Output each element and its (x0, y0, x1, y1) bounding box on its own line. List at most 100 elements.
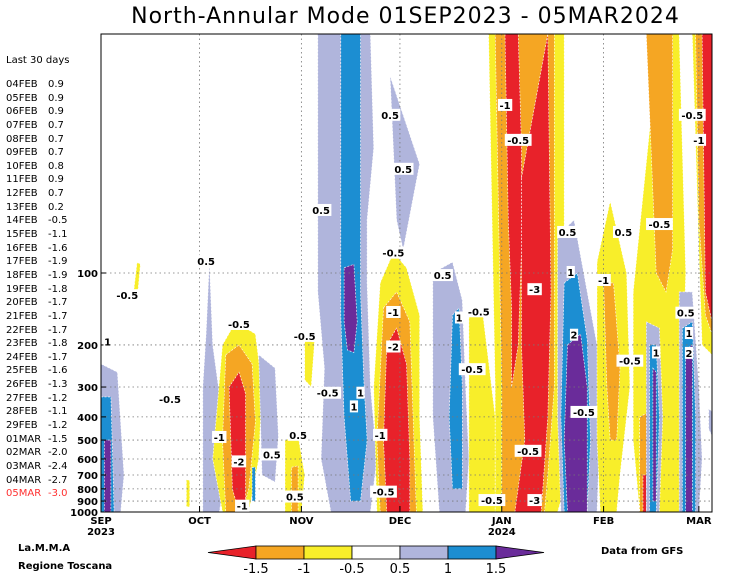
contour-label: -3 (529, 285, 540, 296)
heatmap-region (251, 467, 256, 502)
contour-label: 1 (567, 268, 574, 279)
contour-label: -0.5 (619, 357, 641, 368)
contour-label: 2 (686, 349, 693, 360)
contour-label: -1 (237, 502, 248, 513)
row-date: 10FEB (6, 160, 38, 172)
row-date: 15FEB (6, 229, 38, 241)
row-date: 24FEB (6, 351, 38, 363)
heatmap-region (514, 34, 552, 512)
contour-label-bg (386, 340, 401, 353)
x-tick-label: DEC (389, 516, 411, 527)
contour-label-bg (356, 386, 365, 399)
last-30-days-row: 05FEB 0.9 (6, 92, 70, 106)
row-value: 0.7 (48, 133, 64, 145)
row-date: 25FEB (6, 365, 38, 377)
y-tick-label: 400 (77, 413, 98, 424)
last-30-days-row: 09FEB 0.7 (6, 146, 70, 160)
row-value: 0.7 (48, 119, 64, 131)
colorbar-segment (399, 545, 449, 560)
last-30-days-row: 26FEB -1.3 (6, 378, 70, 392)
contour-label-bg (616, 354, 644, 367)
contour-label-bg (349, 400, 359, 413)
credit-lamma: La.M.M.A Regione Toscana (18, 540, 112, 576)
row-date: 17FEB (6, 256, 38, 268)
contour-label-bg (379, 108, 401, 121)
contour-label-bg (465, 305, 493, 318)
contour-label-bg (514, 444, 542, 457)
contour-label-bg (569, 328, 579, 341)
last-30-days-row: 27FEB -1.2 (6, 392, 70, 406)
row-value: -1.8 (48, 283, 68, 295)
row-value: -1.2 (48, 420, 68, 432)
contour-label: -3 (529, 496, 540, 507)
row-value: -1.7 (48, 324, 68, 336)
last-30-days-row: 06FEB 0.9 (6, 105, 70, 119)
y-tick-label: 500 (77, 436, 98, 447)
row-value: -1.9 (48, 256, 68, 268)
contour-label: 0.5 (263, 450, 281, 461)
chart-title: North-Annular Mode 01SEP2023 - 05MAR2024 (131, 4, 680, 29)
last-30-days-row: 18FEB -1.9 (6, 269, 70, 283)
row-date: 06FEB (6, 106, 38, 118)
last-30-days-header: Last 30 days (6, 55, 70, 66)
contour-label-bg (103, 335, 112, 348)
credit-lamma-line1: La.M.M.A (18, 543, 71, 554)
contour-label: -1 (499, 101, 510, 112)
last-30-days-row: 28FEB -1.1 (6, 405, 70, 419)
row-date: 29FEB (6, 420, 38, 432)
contour-label-bg (156, 393, 184, 406)
y-tick-label: 800 (77, 485, 98, 496)
last-30-days-row: 21FEB -1.7 (6, 310, 70, 324)
row-date: 18FEB (6, 269, 38, 281)
row-value: -1.1 (48, 229, 68, 241)
contour-label: -1 (693, 136, 704, 147)
contour-label: 0.5 (197, 257, 215, 268)
contour-label-bg (652, 346, 661, 359)
row-value: -3.0 (48, 488, 68, 500)
contour-label: -0.5 (507, 136, 529, 147)
row-value: -2.0 (48, 447, 68, 459)
colorbar-arrow-right (495, 545, 545, 560)
last-30-days-row: 14FEB -0.5 (6, 214, 70, 228)
contour-label: -0.5 (649, 220, 671, 231)
row-date: 11FEB (6, 174, 38, 186)
last-30-days-row: 03MAR -2.4 (6, 460, 70, 474)
contour-label-bg (310, 203, 332, 216)
row-date: 04FEB (6, 79, 38, 90)
row-date: 13FEB (6, 201, 38, 213)
row-date: 09FEB (6, 147, 38, 159)
row-date: 01MAR (6, 433, 42, 445)
heatmap-region (563, 333, 588, 512)
heatmap-region (642, 474, 647, 512)
contour-label-bg (527, 494, 542, 507)
heatmap-region (504, 34, 522, 388)
heatmap-region (258, 354, 279, 483)
colorbar-segment (255, 545, 305, 560)
heatmap-region (186, 478, 190, 507)
contour-label: -0.5 (681, 111, 703, 122)
row-value: 0.2 (48, 201, 64, 213)
y-tick-label: 700 (77, 471, 98, 482)
x-tick-label: OCT (188, 516, 211, 527)
contour-label-bg (432, 269, 453, 282)
row-value: -1.7 (48, 310, 68, 322)
heatmap-region (104, 439, 112, 512)
heatmap-region (701, 34, 712, 322)
contour-label: 2 (571, 331, 578, 342)
x-tick-label: FEB (593, 516, 614, 527)
contour-label: -0.5 (382, 249, 404, 260)
last-30-days-panel: Last 30 days 04FEB 0.9 05FEB 0.9 06FEB 0.9 07F… (6, 55, 70, 501)
y-tick-label: 300 (77, 383, 98, 394)
row-value: 0.9 (48, 79, 64, 90)
row-date: 22FEB (6, 324, 38, 336)
x-year-label: 2023 (87, 527, 115, 538)
row-value: -1.8 (48, 338, 68, 350)
contour-label-bg (596, 273, 611, 286)
x-tick-label: NOV (289, 516, 314, 527)
row-value: 0.8 (48, 160, 64, 172)
contour-label: 1 (357, 389, 364, 400)
last-30-days-row: 20FEB -1.7 (6, 296, 70, 310)
last-30-days-row: 23FEB -1.8 (6, 337, 70, 351)
contour-label: -1 (375, 431, 386, 442)
